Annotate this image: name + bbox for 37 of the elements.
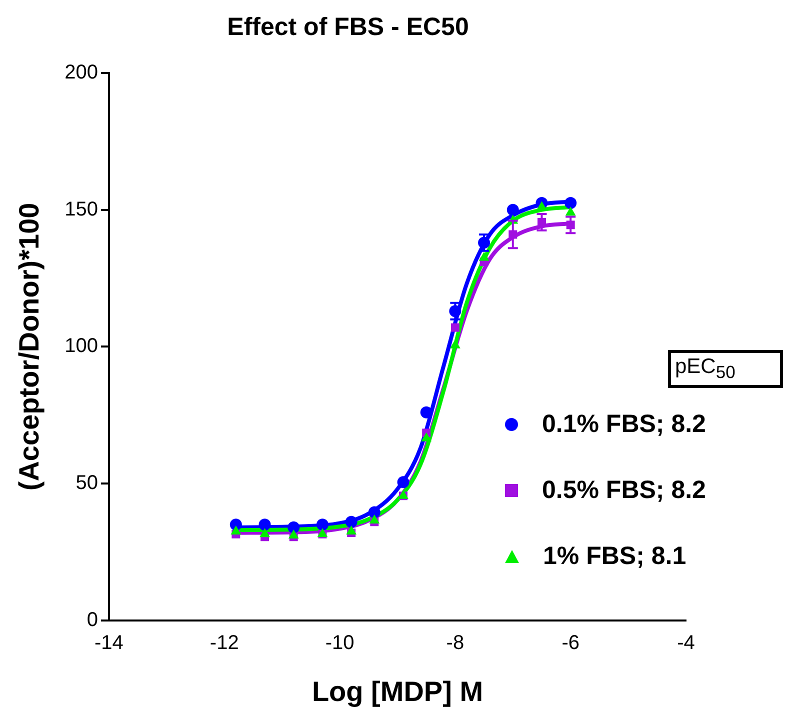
y-tick-label: 100 [64, 335, 98, 358]
x-tick-label: -4 [677, 632, 695, 654]
legend-title: pEC$_{50}$ [668, 350, 783, 388]
legend-label: 0.5% FBS; 8.2 [542, 476, 706, 505]
point [421, 432, 432, 442]
legend-label: 0.1% FBS; 8.2 [542, 410, 706, 439]
point [565, 206, 576, 216]
point [506, 204, 519, 216]
x-tick-label: -12 [210, 632, 239, 654]
point [564, 197, 577, 210]
point [478, 252, 490, 261]
point [288, 521, 300, 534]
x-tick-label: -14 [94, 632, 124, 654]
y-tick-label: 0 [86, 608, 98, 631]
point [368, 506, 380, 518]
y-tick-label: 50 [76, 472, 98, 494]
point [346, 525, 357, 534]
x-tick-label: -6 [562, 632, 580, 654]
point [397, 476, 410, 488]
y-tick-label: 150 [64, 198, 98, 220]
point [288, 530, 299, 539]
y-tick-label: 200 [64, 62, 98, 84]
point [450, 339, 460, 348]
point [345, 516, 358, 528]
x-tick-label: -10 [325, 632, 354, 654]
chart-title: Effect of FBS - EC50 [227, 12, 469, 41]
point [369, 514, 380, 524]
point [316, 518, 328, 531]
point [230, 525, 242, 534]
legend-label: 1% FBS; 8.1 [543, 542, 686, 571]
x-tick-label: -8 [446, 632, 464, 654]
point [450, 323, 460, 332]
x-axis-title: Log [MDP] M [312, 676, 484, 707]
point [258, 518, 271, 531]
point [260, 528, 270, 538]
point [536, 201, 547, 210]
y-axis-title: (Acceptor/Donor)*100 [14, 202, 45, 491]
